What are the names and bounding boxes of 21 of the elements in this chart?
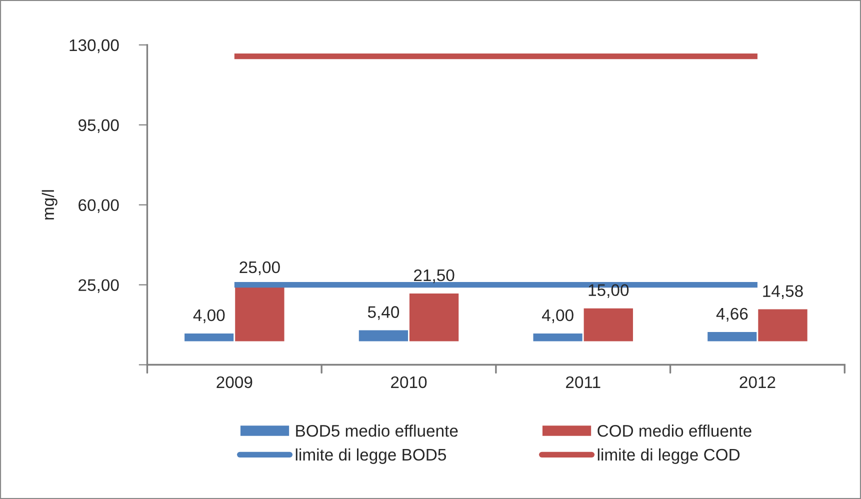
y-tick-label: 95,00 <box>78 119 119 134</box>
x-tick-label: 2009 <box>216 376 252 388</box>
legend-label: BOD5 medio effluente <box>296 424 458 437</box>
x-tick-label: 2011 <box>566 376 600 388</box>
data-label: 4,00 <box>542 309 574 324</box>
x-tick-label: 2012 <box>740 376 776 388</box>
data-label: 14,58 <box>763 285 803 299</box>
data-label: 25,00 <box>240 261 280 276</box>
legend-label: COD medio effluente <box>598 424 752 437</box>
x-tick-label: 2010 <box>391 376 427 388</box>
data-label: 5,40 <box>368 306 400 320</box>
y-axis-title: mg/l <box>42 190 58 220</box>
data-label: 4,00 <box>193 309 225 324</box>
y-tick-label: 60,00 <box>78 199 119 214</box>
data-label: 4,66 <box>716 308 748 322</box>
y-tick-label: 25,00 <box>78 279 119 293</box>
y-tick-label: 130,00 <box>70 39 119 54</box>
legend-label: limite di legge COD <box>598 448 740 464</box>
data-label: 15,00 <box>588 284 629 298</box>
data-label: 21,50 <box>414 269 454 284</box>
legend-label: limite di legge BOD5 <box>296 448 446 464</box>
